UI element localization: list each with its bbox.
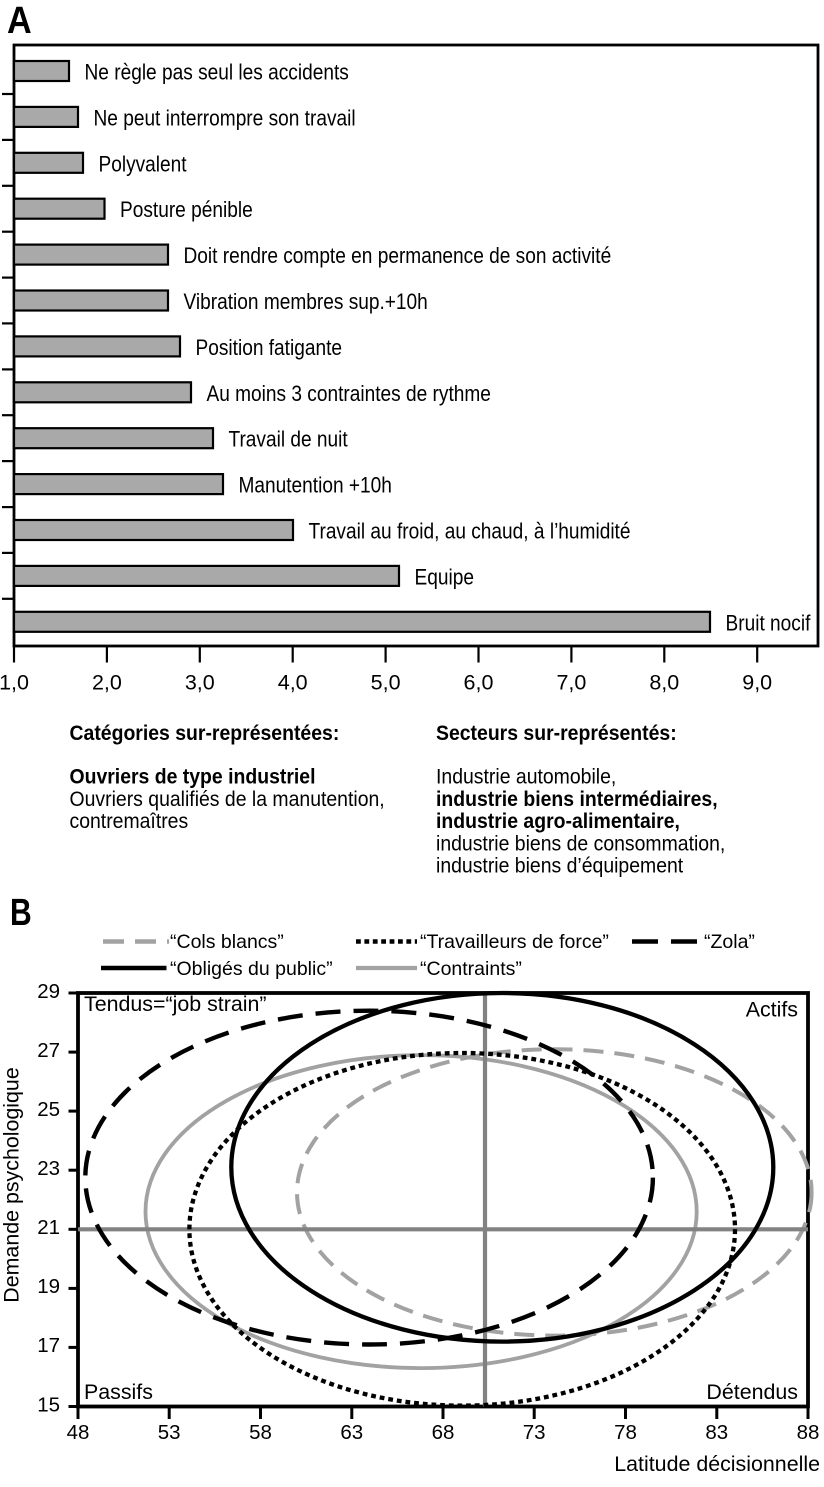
svg-text:21: 21 (37, 1216, 60, 1239)
svg-text:78: 78 (614, 1421, 637, 1444)
svg-text:23: 23 (37, 1157, 60, 1180)
svg-text:48: 48 (67, 1421, 90, 1444)
svg-text:B: B (10, 892, 32, 934)
svg-text:Passifs: Passifs (84, 1380, 153, 1404)
svg-text:industrie agro-alimentaire,: industrie agro-alimentaire, (436, 810, 680, 833)
svg-text:Latitude décisionnelle: Latitude décisionnelle (614, 1452, 820, 1476)
svg-text:27: 27 (37, 1039, 60, 1062)
svg-text:8,0: 8,0 (649, 671, 679, 695)
svg-text:“Zola”: “Zola” (704, 931, 755, 953)
svg-text:Polyvalent: Polyvalent (99, 151, 187, 176)
svg-text:7,0: 7,0 (556, 671, 586, 695)
svg-text:Catégories sur-représentées:: Catégories sur-représentées: (70, 722, 340, 745)
svg-text:“Travailleurs de force”: “Travailleurs de force” (420, 931, 609, 953)
svg-text:Ouvriers qualifiés de la manut: Ouvriers qualifiés de la manutention, (70, 788, 385, 811)
svg-text:Equipe: Equipe (415, 564, 475, 589)
svg-text:Posture pénible: Posture pénible (120, 197, 253, 222)
svg-text:9,0: 9,0 (742, 671, 772, 695)
svg-text:Secteurs sur-représentés:: Secteurs sur-représentés: (436, 722, 677, 745)
svg-text:Détendus: Détendus (706, 1380, 798, 1404)
svg-text:A: A (7, 0, 32, 42)
svg-text:industrie biens de consommatio: industrie biens de consommation, (436, 833, 725, 856)
svg-text:contremaîtres: contremaîtres (70, 810, 189, 833)
svg-text:88: 88 (797, 1421, 820, 1444)
svg-text:19: 19 (37, 1275, 60, 1298)
svg-text:Tendus=“job strain”: Tendus=“job strain” (84, 992, 267, 1016)
svg-text:Ne peut interrompre son travai: Ne peut interrompre son travail (94, 105, 356, 130)
svg-text:25: 25 (37, 1098, 60, 1121)
svg-text:Doit rendre compte en permanen: Doit rendre compte en permanence de son … (184, 243, 612, 268)
svg-text:73: 73 (523, 1421, 546, 1444)
svg-text:1,0: 1,0 (0, 671, 29, 695)
svg-text:63: 63 (340, 1421, 363, 1444)
svg-text:Demande psychologique: Demande psychologique (0, 1067, 24, 1302)
svg-text:“Obligés du public”: “Obligés du public” (170, 958, 333, 980)
svg-text:industrie biens d’équipement: industrie biens d’équipement (436, 855, 683, 878)
svg-text:17: 17 (37, 1334, 60, 1357)
svg-text:Au moins 3 contraintes de ryth: Au moins 3 contraintes de rythme (207, 381, 491, 406)
svg-text:2,0: 2,0 (92, 671, 122, 695)
svg-text:“Contraints”: “Contraints” (420, 958, 522, 980)
svg-text:Vibration membres sup.+10h: Vibration membres sup.+10h (184, 289, 428, 314)
svg-text:58: 58 (249, 1421, 272, 1444)
svg-text:Travail au froid, au chaud, à: Travail au froid, au chaud, à l’humidité (309, 519, 631, 544)
svg-text:Position fatigante: Position fatigante (196, 335, 343, 360)
svg-text:68: 68 (432, 1421, 455, 1444)
svg-text:83: 83 (705, 1421, 728, 1444)
svg-text:53: 53 (158, 1421, 181, 1444)
svg-text:“Cols blancs”: “Cols blancs” (170, 931, 284, 953)
svg-text:6,0: 6,0 (464, 671, 494, 695)
svg-text:Ouvriers de type industriel: Ouvriers de type industriel (70, 766, 316, 789)
svg-text:5,0: 5,0 (371, 671, 401, 695)
svg-text:29: 29 (37, 980, 60, 1003)
svg-text:Bruit nocif: Bruit nocif (726, 610, 812, 635)
svg-text:4,0: 4,0 (278, 671, 308, 695)
svg-text:15: 15 (37, 1393, 60, 1416)
svg-text:industrie biens intermédiaires: industrie biens intermédiaires, (436, 788, 718, 811)
svg-text:Industrie automobile,: Industrie automobile, (436, 766, 616, 789)
svg-text:3,0: 3,0 (185, 671, 215, 695)
svg-text:Ne règle pas seul les accident: Ne règle pas seul les accidents (85, 60, 349, 85)
svg-text:Manutention +10h: Manutention +10h (239, 473, 392, 498)
svg-text:Travail de nuit: Travail de nuit (229, 427, 348, 452)
svg-text:Actifs: Actifs (746, 998, 798, 1022)
